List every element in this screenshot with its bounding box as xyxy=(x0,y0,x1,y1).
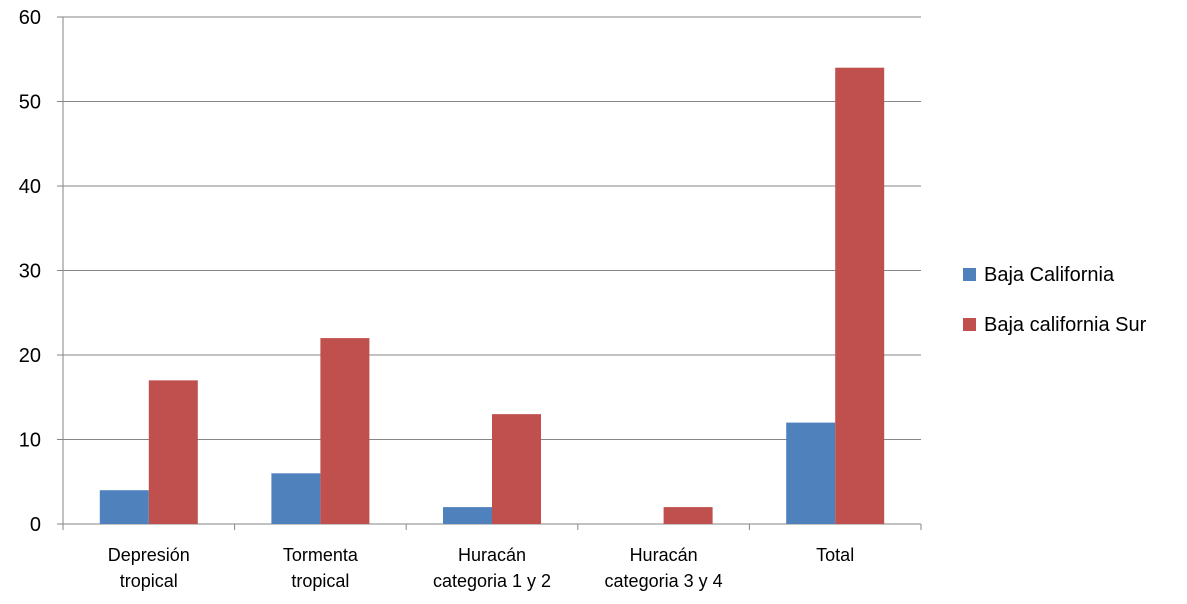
bar-baja-california xyxy=(443,507,492,524)
y-tick-label: 20 xyxy=(19,345,41,367)
category-label: categoria 3 y 4 xyxy=(605,571,723,591)
legend-swatch-baja-california xyxy=(963,268,976,281)
category-label: Huracán xyxy=(458,545,526,565)
category-label: tropical xyxy=(291,571,349,591)
bar-baja-california xyxy=(786,422,836,524)
category-label: Total xyxy=(816,545,854,565)
y-tick-label: 10 xyxy=(19,430,41,452)
legend-label: Baja California xyxy=(984,264,1115,286)
bar-baja-california-sur xyxy=(835,67,885,524)
y-tick-label: 60 xyxy=(19,7,41,29)
y-tick-label: 30 xyxy=(19,261,41,283)
bar-baja-california-sur xyxy=(663,507,713,524)
bar-baja-california-sur xyxy=(492,414,541,524)
category-label: tropical xyxy=(120,571,178,591)
bar-baja-california-sur xyxy=(320,338,370,524)
category-label: categoria 1 y 2 xyxy=(433,571,551,591)
bar-baja-california xyxy=(99,490,149,524)
bar-baja-california xyxy=(271,473,321,524)
category-label: Huracán xyxy=(630,545,698,565)
category-label: Depresión xyxy=(108,545,190,565)
bar-baja-california-sur xyxy=(148,380,198,524)
category-label: Tormenta xyxy=(283,545,359,565)
y-tick-label: 0 xyxy=(30,514,41,536)
y-tick-label: 50 xyxy=(19,92,41,114)
legend-swatch-baja-california-sur xyxy=(963,318,976,331)
y-tick-label: 40 xyxy=(19,176,41,198)
legend-label: Baja california Sur xyxy=(984,314,1147,336)
